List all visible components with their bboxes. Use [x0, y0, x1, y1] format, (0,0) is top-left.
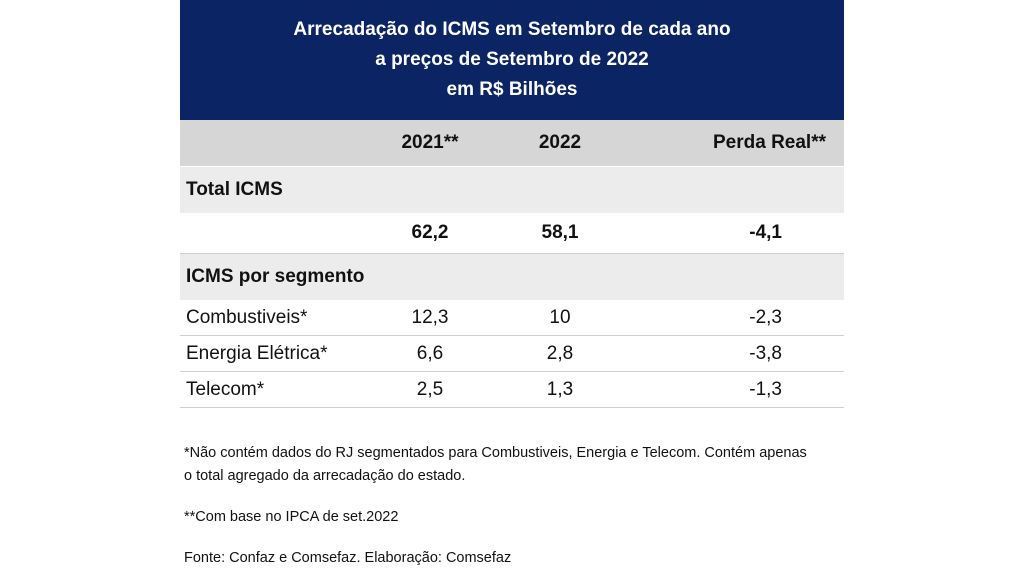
segment-2021: 6,6 — [380, 335, 480, 372]
total-loss: -4,1 — [640, 213, 844, 254]
footnote-gap — [184, 529, 864, 547]
section-total-label: Total ICMS — [180, 166, 844, 213]
header-row: 2021** 2022 Perda Real** — [180, 120, 844, 167]
footnote-1-line-2: o total agregado da arrecadação do estad… — [184, 468, 466, 484]
segment-2021: 2,5 — [380, 371, 480, 408]
segment-2022: 2,8 — [480, 335, 640, 372]
table-row: Combustiveis* 12,3 10 -2,3 — [180, 300, 844, 336]
title-line-1: Arrecadação do ICMS em Setembro de cada … — [293, 19, 731, 40]
total-2021: 62,2 — [380, 213, 480, 254]
segment-2022: 1,3 — [480, 371, 640, 408]
segment-2021: 12,3 — [380, 300, 480, 336]
segment-loss: -1,3 — [640, 371, 844, 408]
total-row-label — [180, 213, 380, 254]
header-2021: 2021** — [380, 120, 480, 167]
section-total: Total ICMS — [180, 166, 844, 213]
section-segments-label: ICMS por segmento — [180, 253, 844, 300]
footnote-2: **Com base no IPCA de set.2022 — [184, 509, 399, 525]
title-line-2: a preços de Setembro de 2022 — [375, 49, 649, 70]
segment-label: Telecom* — [180, 371, 380, 408]
header-2022: 2022 — [480, 120, 640, 167]
section-segments: ICMS por segmento — [180, 253, 844, 300]
header-empty — [180, 120, 380, 167]
table-title: Arrecadação do ICMS em Setembro de cada … — [180, 0, 844, 120]
segment-loss: -2,3 — [640, 300, 844, 336]
table-row: Telecom* 2,5 1,3 -1,3 — [180, 371, 844, 408]
header-loss: Perda Real** — [640, 120, 844, 167]
table-row: Energia Elétrica* 6,6 2,8 -3,8 — [180, 335, 844, 372]
footnotes: *Não contém dados do RJ segmentados para… — [184, 442, 864, 570]
icms-table-panel: Arrecadação do ICMS em Setembro de cada … — [180, 0, 844, 408]
total-2022: 58,1 — [480, 213, 640, 254]
title-line-3: em R$ Bilhões — [446, 79, 578, 100]
total-row: 62,2 58,1 -4,1 — [180, 213, 844, 254]
segment-label: Energia Elétrica* — [180, 335, 380, 372]
icms-table: 2021** 2022 Perda Real** Total ICMS 62,2… — [180, 120, 844, 408]
source-note: Fonte: Confaz e Comsefaz. Elaboração: Co… — [184, 550, 512, 566]
segment-label: Combustiveis* — [180, 300, 380, 336]
segment-loss: -3,8 — [640, 335, 844, 372]
footnote-gap — [184, 488, 864, 506]
footnote-1-line-1: *Não contém dados do RJ segmentados para… — [184, 445, 807, 461]
segment-2022: 10 — [480, 300, 640, 336]
